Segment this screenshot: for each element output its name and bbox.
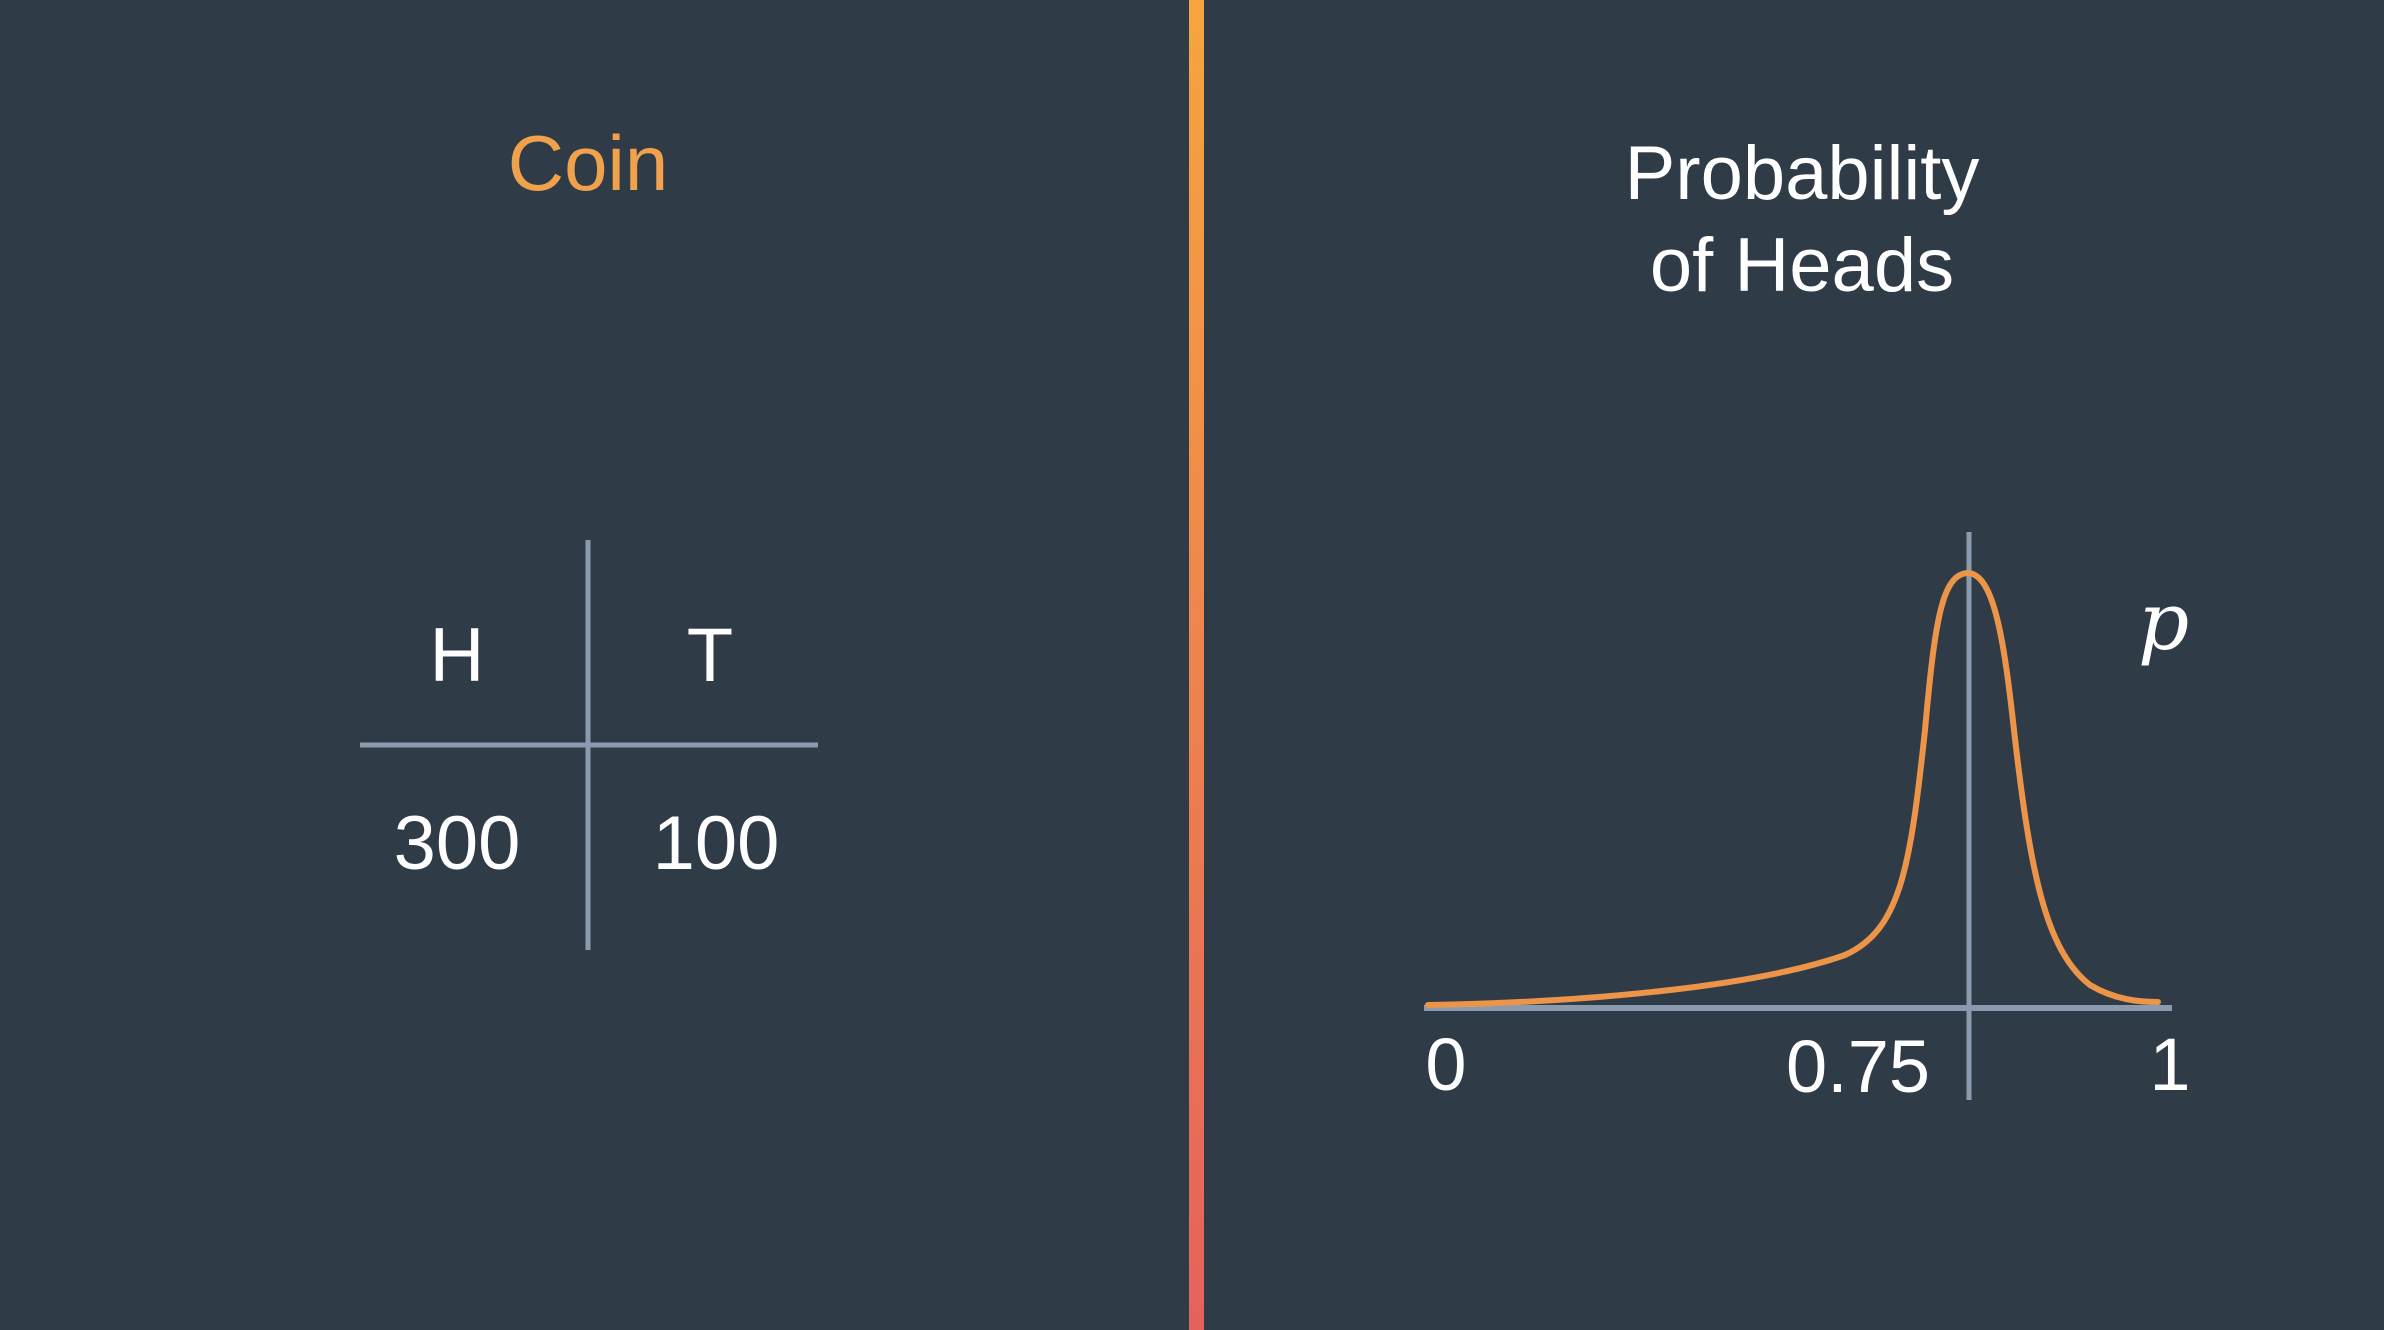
header-heads: H: [429, 613, 485, 698]
coin-title: Coin: [507, 119, 669, 207]
probability-title: Probability of Heads: [1402, 128, 2202, 312]
value-heads: 300: [393, 801, 521, 886]
tick-0: 0: [1425, 1023, 1467, 1106]
variable-p: p: [2138, 575, 2190, 668]
tick-0-75: 0.75: [1785, 1025, 1931, 1108]
divider: [1189, 0, 1204, 1330]
distribution-curve: [1425, 569, 2161, 1008]
tick-1: 1: [2149, 1023, 2191, 1106]
header-tails: T: [686, 613, 734, 698]
value-tails: 100: [652, 801, 780, 886]
title-line-1: Probability: [1624, 131, 1980, 216]
title-line-2: of Heads: [1649, 223, 1955, 308]
